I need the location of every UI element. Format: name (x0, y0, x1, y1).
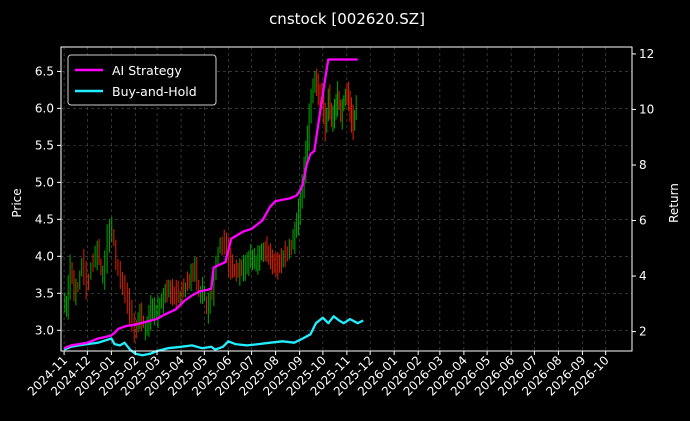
y2-tick-label: 10 (639, 102, 654, 116)
y-tick-label: 6.0 (35, 101, 54, 115)
y-tick-label: 6.5 (35, 64, 54, 78)
y-tick-label: 4.0 (35, 249, 54, 263)
y2-tick-label: 8 (639, 158, 647, 172)
y-tick-label: 5.5 (35, 138, 54, 152)
series-line-buy-and-hold (63, 315, 364, 357)
legend: AI Strategy Buy-and-Hold (67, 54, 217, 106)
y-tick-label: 4.5 (35, 212, 54, 226)
legend-box (67, 54, 217, 106)
series-line-ai-strategy (63, 58, 358, 350)
y2-axis-label: Return (667, 183, 681, 223)
y-tick-label: 3.5 (35, 286, 54, 300)
y-tick-label: 3.0 (35, 323, 54, 337)
y2-tick-label: 6 (639, 214, 647, 228)
legend-label-buy-and-hold: Buy-and-Hold (112, 84, 197, 99)
legend-label-ai-strategy: AI Strategy (112, 63, 182, 78)
y-tick-label: 5.0 (35, 175, 54, 189)
series-lines (63, 58, 364, 357)
y2-tick-label: 4 (639, 269, 647, 283)
y2-tick-label: 2 (639, 325, 647, 339)
chart-title: cnstock [002620.SZ] (269, 10, 425, 28)
y-axis-label: Price (10, 188, 24, 217)
y2-tick-label: 12 (639, 47, 654, 61)
price-candles (64, 68, 357, 343)
